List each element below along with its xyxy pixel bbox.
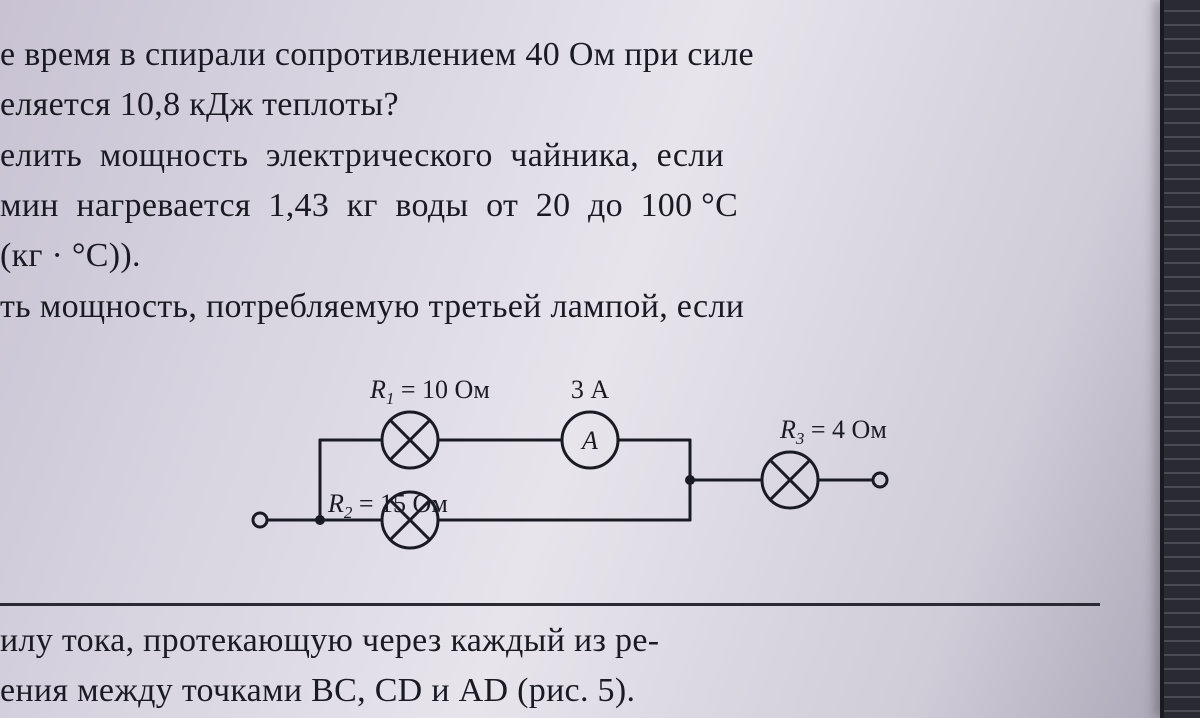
text-line: елить мощность электрического чайника, е… — [0, 131, 1140, 181]
text-line: ения между точками BC, CD и AD (рис. 5). — [0, 666, 1140, 716]
circuit-diagram: A R1 = 10 Ом 3 А R3 = 4 Ом R2 = 15 Ом — [230, 350, 910, 585]
svg-text:R1 = 10 Ом: R1 = 10 Ом — [369, 375, 490, 408]
svg-text:R2 = 15 Ом: R2 = 15 Ом — [327, 489, 448, 522]
page-photo: е время в спирали сопротивлением 40 Ом п… — [0, 0, 1200, 718]
text-line: еляется 10,8 кДж теплоты? — [0, 80, 1140, 130]
problem-text-top: е время в спирали сопротивлением 40 Ом п… — [0, 30, 1140, 332]
text-line: (кг · °С)). — [0, 231, 1140, 281]
text-line: мин нагревается 1,43 кг воды от 20 до 10… — [0, 181, 1140, 231]
text-line: илу тока, протекающую через каждый из ре… — [0, 616, 1140, 666]
problem-text-bottom: илу тока, протекающую через каждый из ре… — [0, 616, 1140, 718]
text-line: е время в спирали сопротивлением 40 Ом п… — [0, 30, 1140, 80]
book-binding — [1160, 0, 1200, 718]
section-divider — [0, 603, 1100, 606]
svg-text:3 А: 3 А — [571, 375, 610, 404]
svg-text:A: A — [580, 426, 598, 455]
text-line: ть мощность, потребляемую третьей лампой… — [0, 282, 1140, 332]
circuit-svg: A R1 = 10 Ом 3 А R3 = 4 Ом R2 = 15 Ом — [230, 350, 910, 580]
svg-text:R3 = 4 Ом: R3 = 4 Ом — [779, 415, 887, 448]
